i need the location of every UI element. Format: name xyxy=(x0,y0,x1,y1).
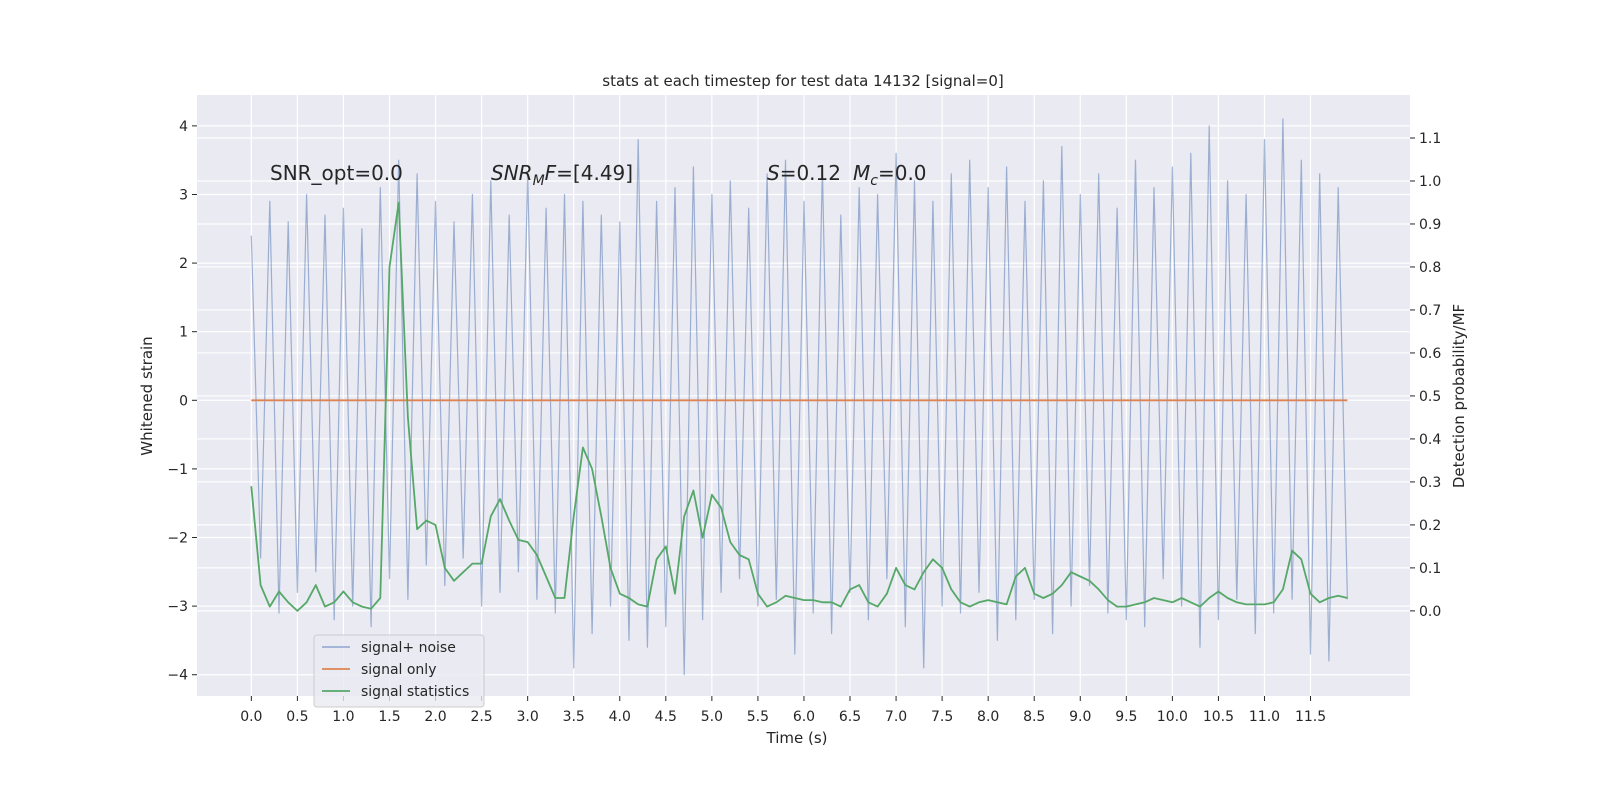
annotation: SNRMF=[4.49] xyxy=(491,161,633,189)
annotation-text: =[4.49] xyxy=(556,161,633,185)
y-tick-label: 3 xyxy=(179,187,188,203)
y2-tick-label: 0.2 xyxy=(1419,518,1441,534)
x-tick-label: 0.5 xyxy=(286,709,308,725)
x-tick-label: 7.0 xyxy=(885,709,907,725)
x-tick-label: 11.5 xyxy=(1295,709,1326,725)
annotation-text: c xyxy=(870,173,878,189)
annotation-text: F xyxy=(545,161,557,185)
y-axis-label: Whitened strain xyxy=(138,336,156,455)
y2-tick-label: 0.5 xyxy=(1419,389,1441,405)
y-tick-label: −4 xyxy=(167,668,188,684)
x-tick-label: 10.5 xyxy=(1203,709,1234,725)
series-line xyxy=(250,201,1348,612)
x-tick-label: 2.5 xyxy=(470,709,492,725)
chart-title: stats at each timestep for test data 141… xyxy=(602,72,1003,90)
x-tick-label: 4.5 xyxy=(655,709,677,725)
legend-box xyxy=(313,634,485,708)
x-tick-label: 3.0 xyxy=(517,709,539,725)
labels: 0.0 0.5 1.0 1.5 2.0 2.5 3.0 3.5 4.0 4.5 5.0 5.5 6.0 6… xyxy=(167,119,1441,725)
y-tick-label: 4 xyxy=(179,119,188,135)
x-tick-label: 8.0 xyxy=(977,709,999,725)
marks xyxy=(250,118,1348,676)
x-tick-label: 5.5 xyxy=(747,709,769,725)
x-tick-label: 11.0 xyxy=(1249,709,1280,725)
y-tick-label: −2 xyxy=(167,531,188,547)
x-tick-label: 1.5 xyxy=(378,709,400,725)
annotation-text: S xyxy=(767,161,780,185)
x-tick-label: 9.0 xyxy=(1069,709,1091,725)
series-line xyxy=(250,118,1348,676)
y2-tick-label: 0.9 xyxy=(1419,217,1441,233)
y2-tick-label: 0.7 xyxy=(1419,303,1441,319)
x-tick-label: 8.5 xyxy=(1023,709,1045,725)
x-tick-label: 5.0 xyxy=(701,709,723,725)
y2-tick-label: 1.0 xyxy=(1419,174,1441,190)
x-tick-label: 6.5 xyxy=(839,709,861,725)
legend: signal+ noise signal only signal statistic… xyxy=(313,634,485,708)
x-tick-label: 7.5 xyxy=(931,709,953,725)
legend-label: signal only xyxy=(361,662,436,678)
x-tick-label: 4.0 xyxy=(609,709,631,725)
annotation-text: =0.0 xyxy=(878,161,927,185)
legend-label: signal+ noise xyxy=(361,640,456,656)
y-tick-label: 1 xyxy=(179,325,188,341)
y2-tick-label: 0.8 xyxy=(1419,260,1441,276)
x-tick-label: 0.0 xyxy=(240,709,262,725)
y-tick-label: 2 xyxy=(179,256,188,272)
y-tick-label: 0 xyxy=(179,393,188,409)
y-tick-label: −1 xyxy=(167,462,188,478)
x-tick-label: 1.0 xyxy=(332,709,354,725)
x-tick-label: 10.0 xyxy=(1157,709,1188,725)
x-tick-label: 3.5 xyxy=(563,709,585,725)
y2-axis-label: Detection probability/MF xyxy=(1450,304,1468,488)
y2-tick-label: 0.1 xyxy=(1419,561,1441,577)
y2-tick-label: 0.6 xyxy=(1419,346,1441,362)
y2-tick-label: 0.4 xyxy=(1419,432,1441,448)
annotation: SNR_opt=0.0 xyxy=(270,161,403,185)
y2-tick-label: 0.0 xyxy=(1419,604,1441,620)
x-tick-label: 6.0 xyxy=(793,709,815,725)
x-tick-label: 2.0 xyxy=(424,709,446,725)
y2-tick-label: 0.3 xyxy=(1419,475,1441,491)
annotation-text: M xyxy=(533,173,545,189)
annotation-text: SNR_opt=0.0 xyxy=(270,161,403,185)
y2-tick-label: 1.1 xyxy=(1419,131,1441,147)
x-axis-label: Time (s) xyxy=(766,729,828,747)
y-tick-label: −3 xyxy=(167,599,188,615)
annotation-text: =0.12 xyxy=(780,161,841,185)
annotation-text: M xyxy=(853,161,870,185)
x-tick-label: 9.5 xyxy=(1115,709,1137,725)
annotation-text: SNR xyxy=(491,161,533,185)
annotation: S=0.12 Mc=0.0 xyxy=(767,161,927,189)
legend-label: signal statistics xyxy=(361,684,469,700)
